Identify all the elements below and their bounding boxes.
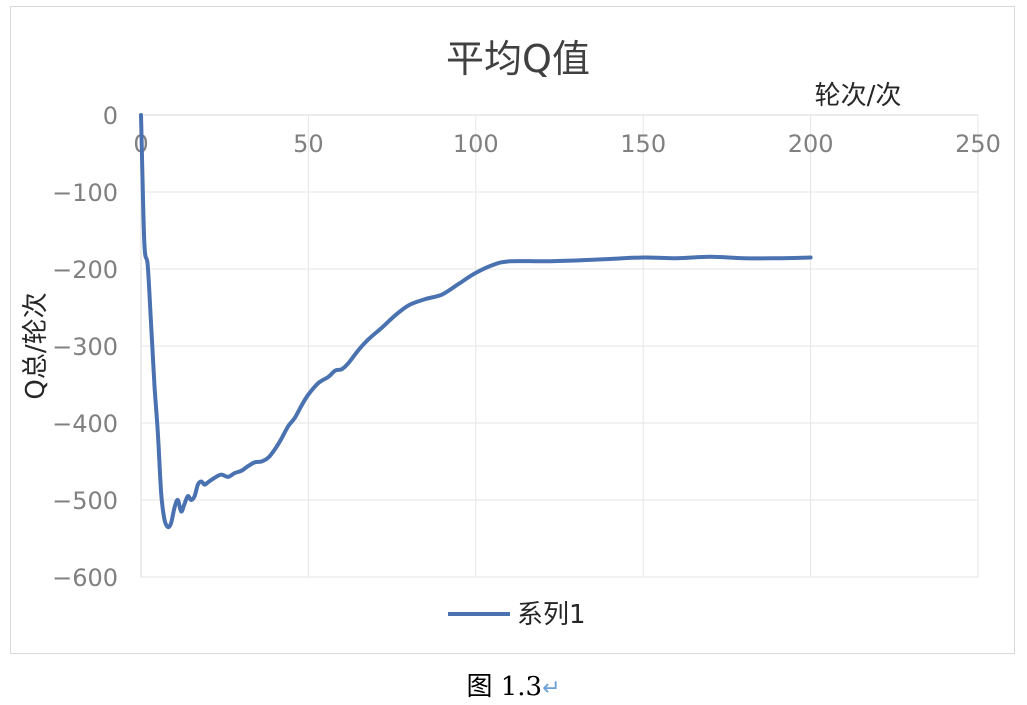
series-line — [139, 113, 813, 530]
x-tick-label: 50 — [293, 130, 324, 158]
y-tick-label: −600 — [52, 564, 118, 592]
x-tick-label: 200 — [788, 130, 834, 158]
y-tick-label: −100 — [52, 179, 118, 207]
chart-title: 平均Q值 — [446, 37, 590, 81]
legend: 系列1 — [448, 600, 586, 630]
y-tick-label: −400 — [52, 410, 118, 438]
series-group — [139, 113, 813, 530]
legend-entry-label: 系列1 — [517, 600, 586, 630]
y-tick-label: −300 — [52, 333, 118, 361]
gridlines — [141, 115, 979, 578]
return-mark: ↵ — [542, 676, 561, 701]
x-tick-label: 100 — [453, 130, 499, 158]
y-tick-label: −200 — [52, 256, 118, 284]
y-tick-label: 0 — [103, 102, 118, 130]
caption-label: 图 1.3 — [466, 672, 543, 702]
x-tick-label: 150 — [620, 130, 666, 158]
x-axis-label: 轮次/次 — [815, 81, 902, 111]
x-tick-label: 250 — [955, 130, 1001, 158]
y-tick-label: −500 — [52, 487, 118, 515]
chart-frame — [10, 6, 1015, 654]
y-axis-label: Q总/轮次 — [21, 292, 51, 399]
figure-caption: 图 1.3↵ — [0, 666, 1027, 703]
